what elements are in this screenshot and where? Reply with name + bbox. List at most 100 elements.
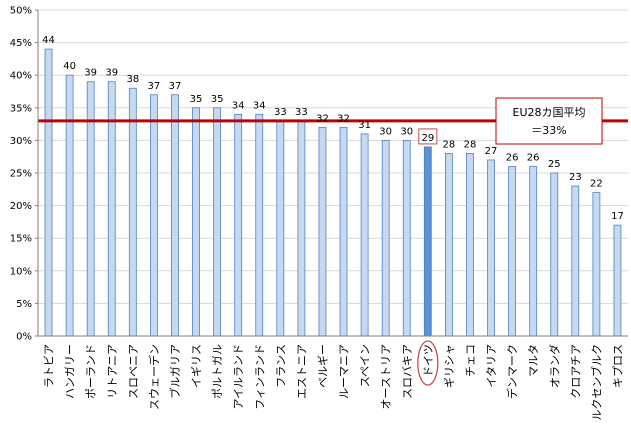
x-category-label-21: チェコ: [464, 344, 477, 377]
x-category-label-15: ルーマニア: [338, 344, 351, 399]
data-label-3: 39: [84, 68, 97, 79]
bar-25: [550, 172, 559, 337]
bar-18: [402, 139, 411, 337]
x-category-label-16: スペイン: [359, 344, 372, 387]
bar-16: [360, 133, 369, 337]
x-category-label-6: スウェーデン: [147, 344, 161, 410]
data-label-18: 30: [400, 126, 413, 137]
x-category-label-25: オランダ: [547, 344, 561, 388]
bar-11: [255, 113, 264, 337]
bar-7: [171, 94, 179, 337]
bar-22: [487, 159, 495, 337]
data-label-24: 26: [527, 152, 540, 163]
x-category-label-18: スロバキア: [401, 344, 414, 399]
y-tick-label: 5%: [16, 299, 32, 310]
y-tick-label: 30%: [10, 136, 32, 147]
y-tick-label: 10%: [10, 266, 32, 277]
x-category-label-1: ラトビア: [43, 344, 56, 388]
data-label-4: 39: [105, 68, 118, 79]
data-label-25: 25: [548, 159, 561, 170]
x-category-label-12: フランス: [274, 344, 287, 388]
bar-27: [592, 192, 601, 337]
bar-17: [381, 139, 390, 337]
data-label-16: 31: [358, 120, 371, 131]
bar-5: [128, 87, 137, 337]
data-label-21: 28: [464, 139, 477, 150]
x-category-label-20: ギリシャ: [443, 344, 456, 388]
bar-12: [276, 120, 285, 337]
x-category-label-10: アイルランド: [232, 344, 245, 409]
annotation-line-2: ＝33%: [531, 124, 566, 137]
x-category-label-28: キプロス: [611, 344, 624, 388]
bar-20: [444, 153, 453, 337]
bar-14: [318, 126, 327, 337]
x-category-label-7: ブルガリア: [168, 344, 182, 399]
data-label-6: 37: [148, 81, 161, 92]
data-label-17: 30: [379, 126, 392, 137]
annotation-line-1: EU28カ国平均: [513, 106, 586, 119]
data-label-7: 37: [169, 81, 182, 92]
data-label-8: 35: [190, 94, 203, 105]
x-category-label-11: フィンランド: [253, 344, 266, 410]
bar-28: [613, 224, 622, 337]
bar-21: [466, 153, 474, 337]
y-tick-label: 40%: [10, 71, 32, 82]
x-category-label-13: エストニア: [295, 344, 308, 399]
data-label-19: 29: [421, 133, 434, 144]
highlight-label-box: [418, 128, 438, 145]
data-label-22: 27: [485, 146, 498, 157]
x-category-label-19: ドイツ: [422, 344, 435, 377]
x-category-label-14: ベルギー: [316, 344, 329, 388]
axes: 0% 5% 10% 15% 20% 25% 30% 35% 40% 45% 50% ラトビア ハンガリー…: [10, 6, 628, 421]
data-label-15: 32: [337, 113, 350, 124]
bar-10: [234, 113, 243, 337]
bars: [44, 48, 622, 337]
data-label-27: 22: [590, 179, 603, 190]
x-category-label-26: クロアチア: [569, 344, 582, 399]
x-category-label-17: オーストリア: [380, 344, 393, 409]
bar-23: [508, 166, 517, 337]
x-category-label-27: ルクセンブルク: [589, 344, 603, 421]
x-category-label-24: マルタ: [527, 344, 540, 377]
data-label-12: 33: [274, 107, 287, 118]
bar-19: [423, 146, 432, 337]
data-label-13: 33: [295, 107, 308, 118]
data-label-23: 26: [506, 152, 519, 163]
data-label-28: 17: [611, 211, 624, 222]
annotation-box: [495, 97, 603, 145]
y-tick-label: 50%: [10, 6, 32, 17]
bar-24: [529, 166, 538, 337]
data-label-20: 28: [443, 139, 456, 150]
x-category-label-22: イタリア: [485, 344, 498, 388]
y-tick-label: 0%: [16, 332, 32, 343]
x-category-label-5: スロベニア: [127, 344, 140, 399]
bar-26: [571, 185, 580, 337]
bar-8: [192, 107, 200, 337]
data-label-26: 23: [569, 172, 582, 183]
average-annotation: EU28カ国平均 ＝33%: [495, 97, 603, 145]
data-labels: 44 40 39 39 38 37 37 35 35 34 34 33 33 32 32 31 30 30 29 28…: [42, 35, 624, 222]
bar-1: [44, 48, 53, 337]
data-label-2: 40: [63, 61, 76, 72]
grid-lines: [38, 9, 628, 337]
y-tick-label: 35%: [10, 103, 32, 114]
data-label-1: 44: [42, 35, 55, 46]
highlight-circle: [417, 340, 439, 386]
bar-6: [149, 94, 158, 337]
y-tick-label: 15%: [10, 234, 32, 245]
x-category-label-4: リトアニア: [106, 344, 119, 399]
x-category-label-2: ハンガリー: [64, 344, 77, 399]
bar-15: [339, 126, 348, 337]
data-label-11: 34: [253, 100, 266, 111]
y-tick-label: 20%: [10, 201, 32, 212]
x-category-label-8: イギリス: [190, 344, 203, 388]
data-label-10: 34: [232, 100, 245, 111]
bar-2: [65, 74, 74, 337]
y-tick-label: 25%: [10, 169, 32, 180]
bar-9: [213, 107, 222, 337]
bar-13: [297, 120, 306, 337]
x-category-label-9: ポルトガル: [211, 344, 224, 399]
x-category-label-23: デンマーク: [505, 344, 519, 399]
x-category-label-3: ポーランド: [85, 344, 98, 399]
